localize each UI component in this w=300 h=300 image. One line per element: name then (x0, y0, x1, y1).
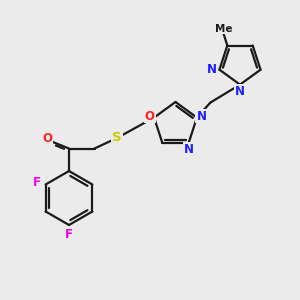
Text: N: N (235, 85, 245, 98)
Text: N: N (207, 63, 217, 76)
Text: O: O (42, 132, 52, 146)
Text: O: O (145, 110, 154, 122)
Text: Me: Me (215, 24, 232, 34)
Text: S: S (112, 131, 122, 144)
Text: F: F (65, 227, 73, 241)
Text: N: N (184, 143, 194, 156)
Text: N: N (196, 110, 206, 122)
Text: F: F (33, 176, 41, 190)
